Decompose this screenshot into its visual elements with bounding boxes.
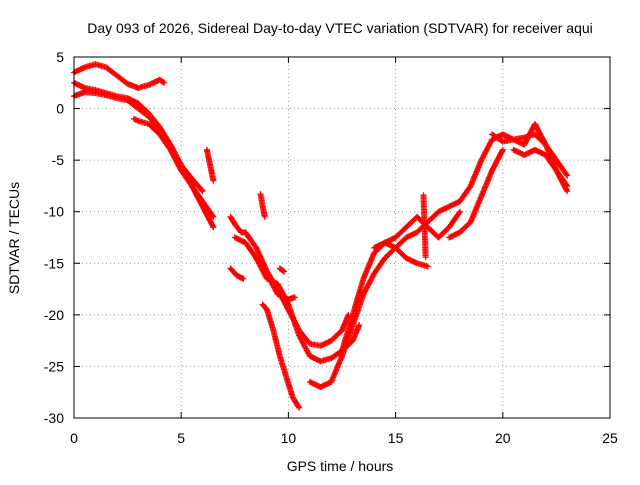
x-tick-label: 0	[70, 430, 78, 446]
series-track-5	[203, 146, 217, 184]
series-track-20	[510, 146, 571, 189]
data-marker	[227, 213, 352, 349]
plot-frame	[73, 56, 611, 419]
data-marker	[253, 255, 363, 365]
y-tick-label: -20	[44, 307, 64, 323]
x-tick-label: 25	[602, 430, 618, 446]
series-track-9	[259, 301, 303, 411]
x-axis-label: GPS time / hours	[287, 458, 394, 474]
series-track-17	[420, 192, 429, 261]
series-track-11	[227, 265, 247, 282]
data-marker	[420, 192, 429, 261]
y-tick-label: -30	[44, 410, 64, 426]
y-tick-label: -25	[44, 358, 64, 374]
data-marker	[71, 79, 217, 231]
y-tick-label: -5	[52, 152, 65, 168]
x-tick-label: 15	[388, 430, 404, 446]
data-layer	[71, 61, 571, 411]
series-track-12	[276, 265, 288, 275]
series-track-4	[131, 115, 217, 220]
x-tick-label: 5	[177, 430, 185, 446]
series-track-2	[71, 79, 217, 231]
data-marker	[231, 234, 298, 303]
series-track-16	[446, 146, 506, 241]
y-axis-label: SDTVAR / TECUs	[6, 182, 22, 294]
data-marker	[446, 146, 506, 241]
series-track-7	[231, 234, 298, 303]
y-tick-label: -10	[44, 204, 64, 220]
chart-title: Day 093 of 2026, Sidereal Day-to-day VTE…	[87, 20, 593, 36]
series-track-10	[257, 191, 268, 220]
series-track-8	[253, 255, 363, 365]
data-marker	[131, 115, 217, 220]
x-tick-label: 10	[281, 430, 297, 446]
data-marker	[227, 265, 247, 282]
data-marker	[71, 61, 168, 91]
series-track-6	[227, 213, 352, 349]
x-tick-label: 20	[495, 430, 511, 446]
tick-layer: 0 5 10 15 20 25 5 0 -5 -10 -15 -20 -25 -30	[44, 49, 618, 446]
y-tick-label: 0	[56, 101, 64, 117]
data-marker	[276, 265, 288, 275]
y-tick-label: -15	[44, 255, 64, 271]
data-marker	[203, 146, 217, 184]
data-marker	[257, 191, 268, 220]
data-marker	[510, 146, 571, 189]
grid-layer	[74, 57, 610, 418]
series-track-1	[71, 61, 168, 91]
data-marker	[259, 301, 303, 411]
y-tick-label: 5	[56, 49, 64, 65]
